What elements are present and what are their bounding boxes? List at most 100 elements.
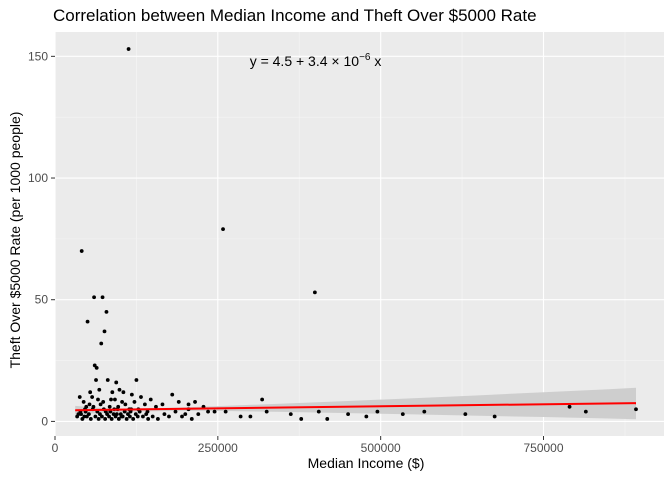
- data-point: [94, 378, 98, 382]
- data-point: [186, 402, 191, 407]
- data-point: [101, 400, 106, 404]
- data-point: [141, 414, 145, 419]
- data-point: [121, 390, 126, 395]
- data-point: [99, 341, 104, 346]
- data-point: [492, 414, 497, 419]
- data-point: [109, 397, 113, 402]
- data-point: [375, 409, 380, 414]
- data-point: [346, 412, 350, 416]
- equation-exponent: −6: [359, 52, 371, 63]
- y-axis-title: Theft Over $5000 Rate (per 1000 people): [7, 111, 23, 369]
- data-point: [109, 417, 114, 421]
- data-point: [325, 417, 330, 421]
- data-point: [264, 409, 269, 414]
- data-point: [183, 412, 188, 416]
- data-point: [107, 404, 112, 409]
- data-point: [105, 378, 110, 382]
- data-point: [248, 414, 253, 419]
- data-point: [114, 380, 119, 385]
- data-point: [87, 402, 92, 407]
- data-point: [114, 412, 119, 416]
- data-point: [117, 387, 122, 392]
- data-point: [131, 417, 136, 421]
- data-point: [77, 395, 82, 399]
- equation-suffix: x: [370, 53, 381, 69]
- regression-layer: [75, 402, 637, 412]
- data-point: [123, 402, 128, 407]
- data-point: [567, 404, 572, 409]
- grid-minor: [55, 32, 664, 436]
- data-point: [102, 329, 107, 334]
- data-point: [134, 378, 139, 382]
- y-tick-label: 50: [35, 293, 49, 307]
- axis-layer: 0 250000 500000 750000 0 50 100 150: [28, 49, 564, 455]
- data-point: [92, 295, 96, 300]
- data-point: [129, 392, 134, 397]
- data-point: [100, 295, 105, 300]
- data-point: [156, 417, 160, 421]
- y-tick-label: 100: [28, 171, 48, 185]
- data-point: [170, 392, 175, 397]
- data-point: [142, 402, 147, 407]
- data-point: [96, 417, 101, 421]
- data-point: [463, 412, 468, 416]
- equation-prefix: y = 4.5 + 3.4 × 10: [250, 53, 360, 69]
- data-point: [135, 414, 140, 419]
- data-point: [260, 397, 265, 402]
- data-point: [167, 414, 171, 419]
- data-point: [110, 390, 115, 395]
- data-point: [238, 414, 243, 419]
- data-point: [634, 407, 638, 412]
- regression-equation: y = 4.5 + 3.4 × 10−6 x: [250, 52, 382, 69]
- data-point: [88, 390, 93, 395]
- data-point: [127, 414, 132, 419]
- data-point: [116, 404, 121, 409]
- data-point: [583, 409, 588, 414]
- x-tick-label: 750000: [523, 441, 563, 455]
- data-point: [122, 409, 127, 414]
- data-point: [312, 290, 317, 295]
- x-tick-label: 250000: [198, 441, 238, 455]
- data-point: [96, 397, 100, 402]
- regression-line: [75, 402, 637, 412]
- annotation-layer: y = 4.5 + 3.4 × 10−6 x: [250, 52, 382, 69]
- data-point: [212, 409, 217, 414]
- data-point: [223, 409, 228, 414]
- data-point: [88, 417, 93, 421]
- data-point: [146, 417, 151, 421]
- data-point: [150, 414, 155, 419]
- data-point: [124, 417, 129, 421]
- data-point: [196, 412, 201, 416]
- data-point: [193, 400, 197, 404]
- data-point: [81, 400, 86, 404]
- data-point: [103, 417, 108, 421]
- plot-panel: [55, 32, 664, 436]
- data-point: [126, 47, 131, 51]
- data-point: [173, 409, 178, 414]
- data-point: [107, 414, 111, 419]
- data-point: [132, 400, 137, 404]
- chart-title: Correlation between Median Income and Th…: [53, 6, 537, 25]
- data-point: [97, 387, 102, 392]
- data-point: [206, 409, 210, 414]
- data-point: [148, 397, 153, 402]
- data-point: [154, 404, 158, 409]
- data-point: [422, 409, 427, 414]
- data-point: [139, 395, 143, 399]
- data-point: [120, 400, 124, 404]
- data-point: [128, 409, 133, 414]
- data-point: [82, 414, 87, 419]
- grid-major: [54, 32, 664, 436]
- y-tick-label: 150: [28, 49, 48, 63]
- y-tick-label: 0: [41, 414, 48, 428]
- data-point: [93, 414, 98, 419]
- data-point: [91, 404, 96, 409]
- data-point: [400, 412, 405, 416]
- data-point: [180, 414, 184, 419]
- data-point: [145, 409, 150, 414]
- data-point: [316, 409, 321, 414]
- x-tick-label: 0: [52, 441, 59, 455]
- data-point: [90, 395, 95, 399]
